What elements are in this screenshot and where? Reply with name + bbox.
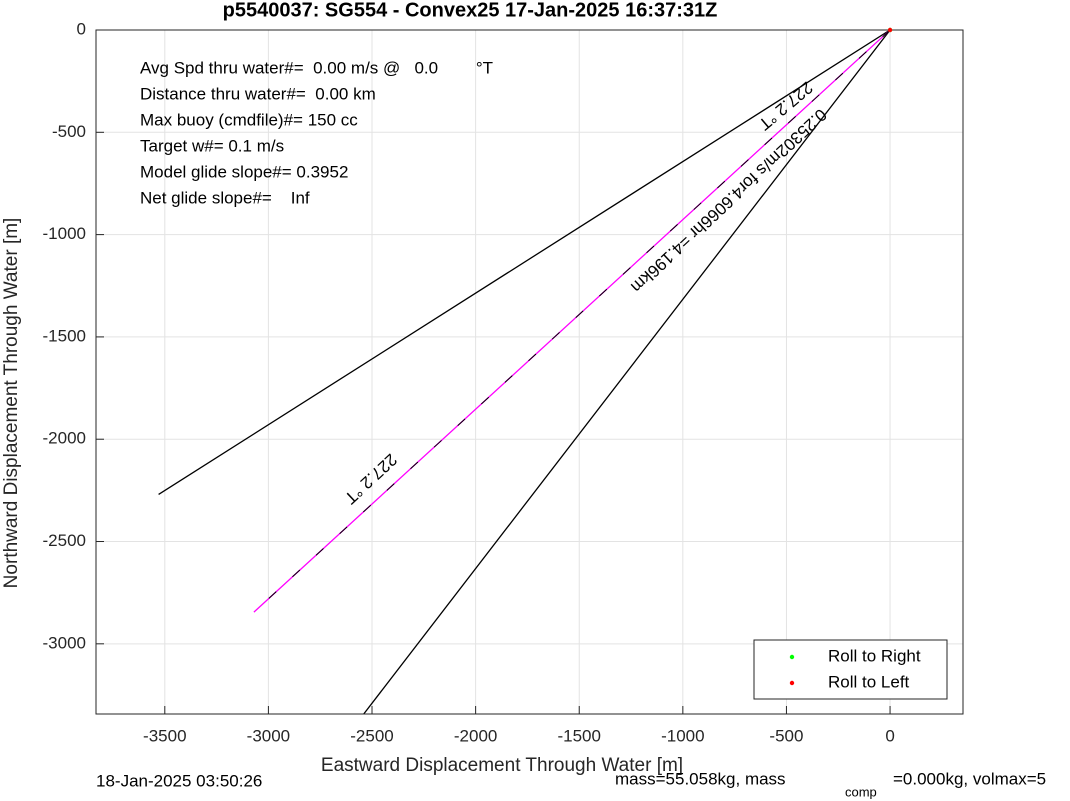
legend-box: [753, 639, 948, 700]
y-tick-label: -2500: [43, 531, 86, 550]
y-tick-label: -500: [52, 122, 86, 141]
footer-volmax: =0.000kg, volmax=5: [893, 769, 1046, 788]
point: [887, 27, 893, 33]
y-axis-label: Northward Displacement Through Water [m]: [1, 218, 22, 589]
plot: [158, 30, 891, 714]
plot-area: [96, 30, 963, 714]
info-line: Avg Spd thru water#= 0.00 m/s @ 0.0 °T: [140, 58, 493, 77]
info-line: Net glide slope#= Inf: [140, 188, 310, 207]
line: [253, 30, 891, 613]
line: [363, 30, 891, 714]
legend-marker: [789, 680, 795, 686]
legend-marker: [789, 654, 795, 660]
legend-label: Roll to Left: [828, 672, 910, 691]
x-tick-label: -3500: [143, 726, 186, 745]
y-tick-label: -1500: [43, 326, 86, 345]
info-line: Target w#= 0.1 m/s: [140, 136, 284, 155]
x-tick-label: -2500: [350, 726, 393, 745]
x-tick-label: -2000: [454, 726, 497, 745]
x-axis-label: Eastward Displacement Through Water [m]: [321, 755, 683, 776]
y-tick-label: 0: [77, 19, 86, 38]
info-line: Distance thru water#= 0.00 km: [140, 84, 376, 103]
x-tick-label: -1500: [557, 726, 600, 745]
footer-subscript: comp: [845, 784, 877, 799]
footer-date: 18-Jan-2025 03:50:26: [96, 771, 262, 790]
x-tick-label: -3000: [247, 726, 290, 745]
axes-box: [95, 29, 964, 715]
info-line: Model glide slope#= 0.3952: [140, 162, 348, 181]
x-tick-label: -500: [769, 726, 803, 745]
chart-title: p5540037: SG554 - Convex25 17-Jan-2025 1…: [223, 0, 718, 21]
line: [158, 30, 891, 496]
x-tick-label: -1000: [661, 726, 704, 745]
y-tick-label: -3000: [43, 633, 86, 652]
info-line: Max buoy (cmdfile)#= 150 cc: [140, 110, 358, 129]
y-tick-label: -2000: [43, 429, 86, 448]
x-tick-label: 0: [885, 726, 894, 745]
y-tick-label: -1000: [43, 224, 86, 243]
legend-label: Roll to Right: [828, 646, 921, 665]
footer-mass: mass=55.058kg, mass: [615, 769, 786, 788]
